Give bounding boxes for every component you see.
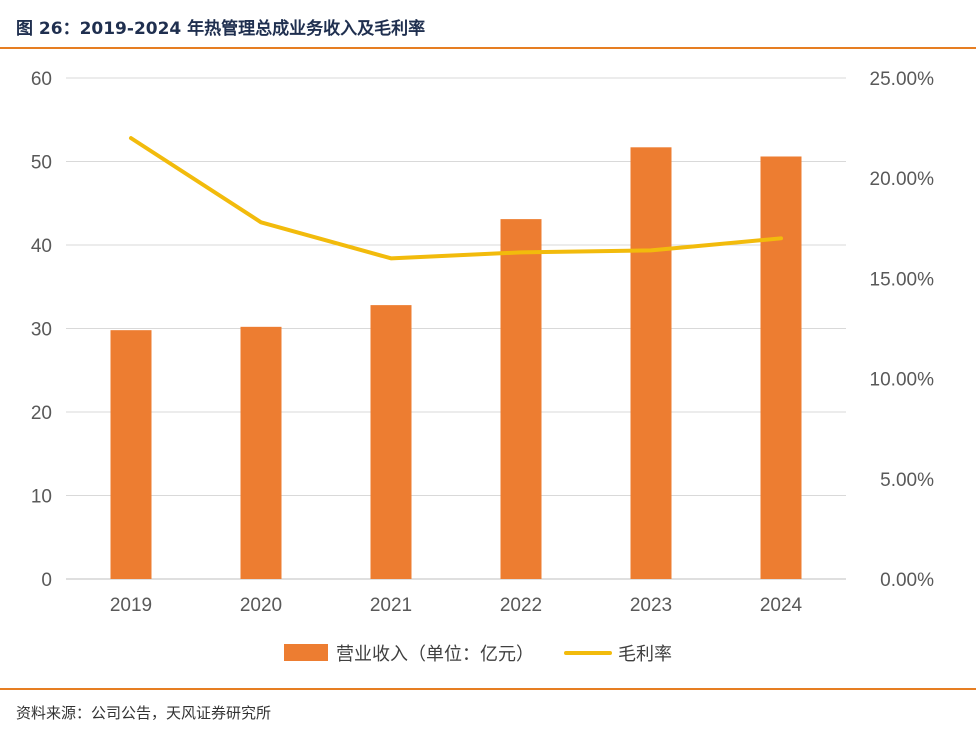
gross-margin-line xyxy=(129,136,783,261)
y-right-tick-label: 20.00% xyxy=(870,169,935,190)
y-right-tick-label: 15.00% xyxy=(870,269,935,290)
title-divider xyxy=(0,47,976,49)
y-left-tick-label: 20 xyxy=(31,403,52,424)
revenue-bar xyxy=(760,156,802,579)
y-left-tick-label: 10 xyxy=(31,487,52,508)
revenue-bar xyxy=(630,147,672,579)
y-left-tick-label: 60 xyxy=(31,69,52,90)
revenue-bar xyxy=(370,305,412,579)
revenue-bar xyxy=(500,219,542,580)
x-tick-label: 2024 xyxy=(760,595,803,616)
x-tick-label: 2020 xyxy=(240,595,282,616)
x-tick-label: 2023 xyxy=(630,595,672,616)
figure-title: 图 26：2019-2024 年热管理总成业务收入及毛利率 xyxy=(16,19,426,39)
y-left-tick-label: 0 xyxy=(41,570,52,591)
legend-swatch-revenue xyxy=(284,644,328,661)
x-tick-label: 2021 xyxy=(370,595,412,616)
y-right-tick-label: 25.00% xyxy=(870,69,935,90)
revenue-bar xyxy=(110,330,152,579)
x-tick-label: 2022 xyxy=(500,595,542,616)
y-right-tick-label: 5.00% xyxy=(880,470,934,491)
legend-label-margin: 毛利率 xyxy=(618,644,672,665)
y-left-tick-label: 50 xyxy=(31,153,52,174)
y-left-tick-label: 30 xyxy=(31,320,52,341)
source-note: 资料来源：公司公告，天风证券研究所 xyxy=(16,704,272,722)
legend-label-revenue: 营业收入（单位：亿元） xyxy=(336,644,534,665)
footer-divider xyxy=(0,688,976,690)
combo-chart: 0 10 20 30 40 50 60 0.00% 5.00% 10.00% 15.00% 20.00… xyxy=(31,69,935,665)
revenue-bar xyxy=(240,326,282,579)
x-tick-label: 2019 xyxy=(110,595,152,616)
y-left-tick-label: 40 xyxy=(31,236,52,257)
y-right-tick-label: 10.00% xyxy=(870,370,935,391)
y-right-tick-label: 0.00% xyxy=(880,570,934,591)
